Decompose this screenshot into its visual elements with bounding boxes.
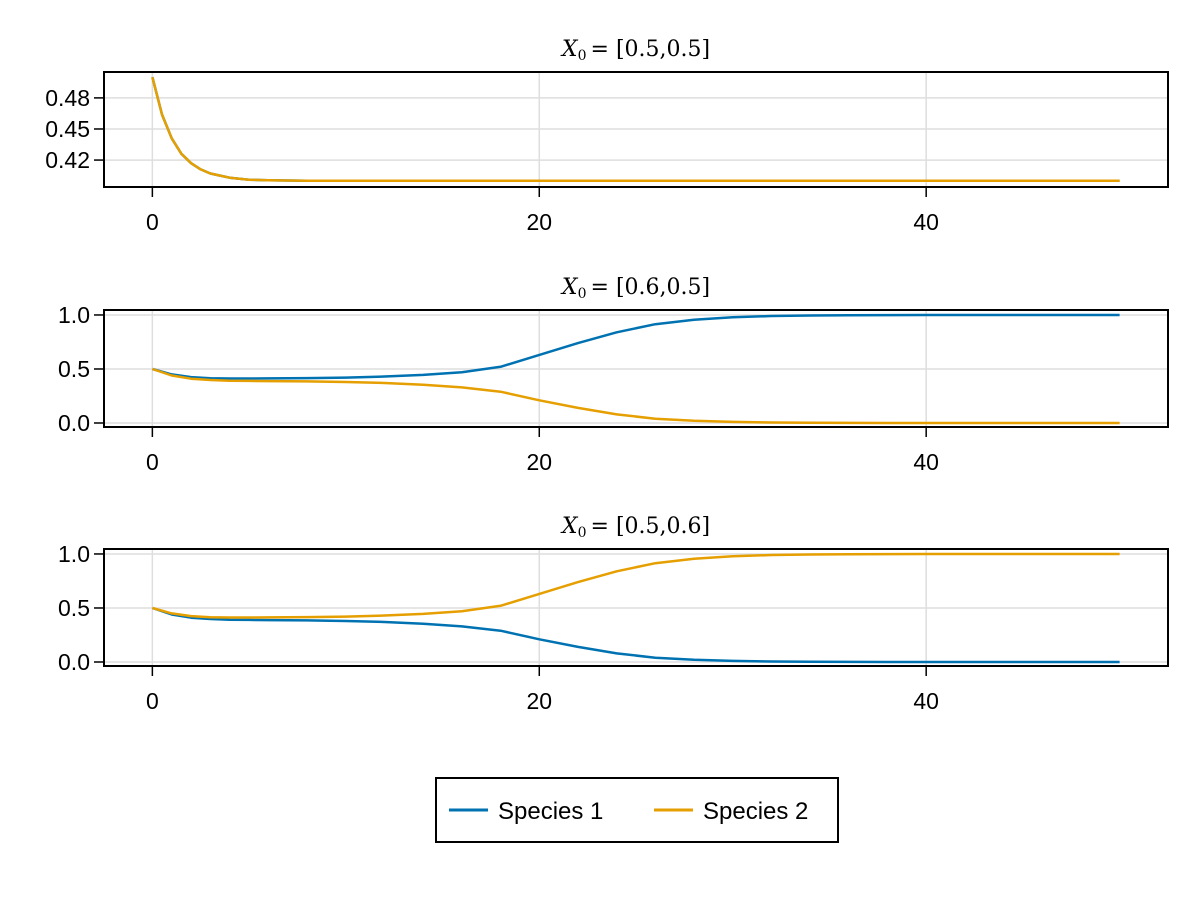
y-tick-label: 0.48 xyxy=(45,85,90,111)
x-tick-label: 40 xyxy=(913,688,939,714)
y-tick-label: 0.0 xyxy=(58,410,90,436)
series-line-species-2 xyxy=(152,552,1120,619)
y-tick-label: 0.42 xyxy=(45,147,90,173)
series-line-species-1 xyxy=(152,313,1120,380)
panel-1: X0 = [0.5,0.5] 0 20 40 0.42 0.45 0.48 xyxy=(45,37,1169,235)
series-line-species-2 xyxy=(152,367,1120,425)
panel-title: X0 = [0.5,0.5] xyxy=(560,37,710,64)
x-tick-label: 0 xyxy=(146,449,159,475)
y-tick-label: 1.0 xyxy=(58,541,90,567)
plot-frame xyxy=(103,548,1169,667)
y-tick-label: 1.0 xyxy=(58,302,90,328)
y-tick-label: 0.45 xyxy=(45,116,90,142)
x-tick-label: 20 xyxy=(526,449,552,475)
legend: Species 1 Species 2 xyxy=(435,777,839,843)
x-tick-label: 0 xyxy=(146,688,159,714)
legend-label-species-1: Species 1 xyxy=(498,798,603,825)
plot-frame xyxy=(103,71,1169,188)
series-line-species-1 xyxy=(152,606,1120,664)
x-tick-label: 20 xyxy=(526,209,552,235)
x-tick-label: 40 xyxy=(913,449,939,475)
panel-title: X0 = [0.5,0.6] xyxy=(560,514,710,541)
y-tick-label: 0.0 xyxy=(58,649,90,675)
y-tick-label: 0.5 xyxy=(58,356,90,382)
x-tick-label: 20 xyxy=(526,688,552,714)
x-tick-label: 40 xyxy=(913,209,939,235)
panel-3: X0 = [0.5,0.6] 0 20 40 0.0 0.5 1.0 xyxy=(58,514,1169,714)
y-tick-label: 0.5 xyxy=(58,595,90,621)
legend-box xyxy=(435,777,839,843)
series-line-species-2 xyxy=(151,76,1120,183)
panel-2: X0 = [0.6,0.5] 0 20 40 0.0 0.5 1.0 xyxy=(58,275,1169,475)
panel-title: X0 = [0.6,0.5] xyxy=(560,275,710,302)
x-tick-label: 0 xyxy=(146,209,159,235)
plot-frame xyxy=(103,309,1169,428)
legend-label-species-2: Species 2 xyxy=(703,798,808,825)
